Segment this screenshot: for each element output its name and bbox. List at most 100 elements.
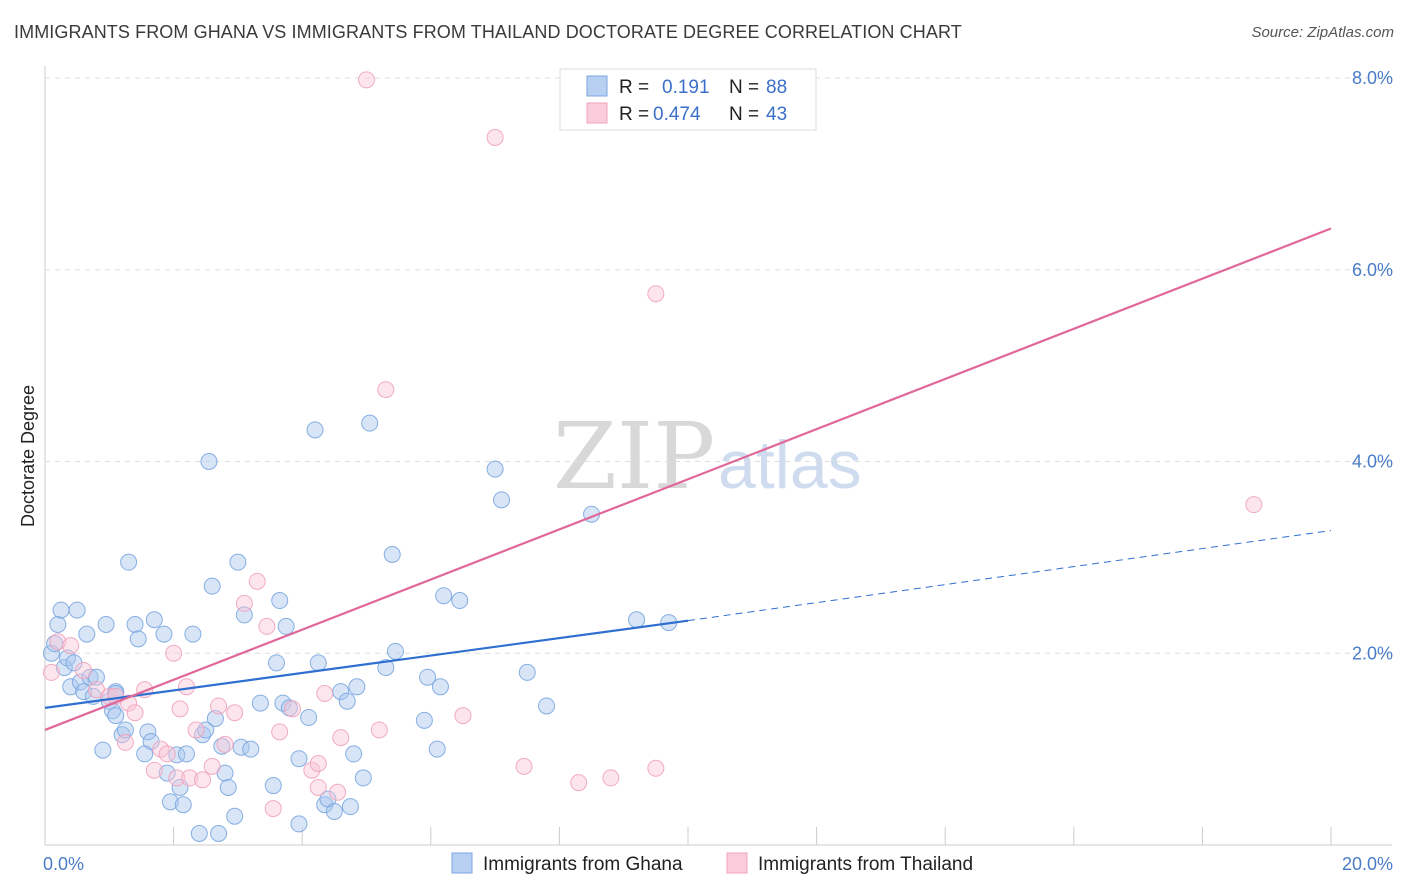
thailand-point-35	[329, 783, 347, 801]
thailand-point-32	[309, 778, 327, 796]
thailand-point-39	[370, 721, 388, 739]
ghana-point-74	[354, 769, 372, 787]
ghana-point-49	[226, 807, 244, 825]
watermark-zip: ZIP	[553, 403, 715, 510]
ghana-point-36	[174, 796, 192, 814]
ghana-point-16	[97, 615, 115, 633]
bottom-legend-swatch-ghana	[451, 852, 473, 874]
bottom-legend: Immigrants from Ghana Immigrants from Th…	[451, 852, 973, 875]
thailand-point-36	[332, 729, 350, 747]
ghana-point-24	[120, 553, 138, 571]
grid-lines	[45, 77, 1392, 654]
ghana-point-75	[361, 414, 379, 432]
ghana-point-72	[345, 745, 363, 763]
ghana-point-63	[300, 708, 318, 726]
tick-labels: 2.0% 4.0% 6.0% 8.0% 0.0% 20.0%	[43, 68, 1393, 874]
thailand-point-21	[203, 757, 221, 775]
legend-n-label-thailand: N =	[729, 104, 759, 125]
thailand-point-9	[126, 704, 144, 722]
ghana-point-21	[116, 721, 134, 739]
thailand-point-40	[454, 707, 472, 725]
ghana-trend-line	[44, 619, 689, 709]
thailand-point-17	[177, 678, 195, 696]
ghana-point-43	[203, 577, 221, 595]
thailand-point-3	[75, 662, 93, 680]
ghana-point-56	[267, 654, 285, 672]
ghana-point-3	[52, 601, 70, 619]
y-tick-label-1: 4.0%	[1352, 452, 1393, 472]
y-tick-label-2: 6.0%	[1352, 260, 1393, 280]
thailand-point-13	[158, 745, 176, 763]
thailand-point-41	[486, 128, 504, 146]
ghana-point-86	[493, 491, 511, 509]
ghana-point-8	[68, 601, 86, 619]
legend-n-value-thailand: 43	[766, 104, 787, 125]
ghana-trend-line-extension	[687, 530, 1332, 622]
x-tick-label-0: 0.0%	[43, 854, 84, 874]
legend-swatch-ghana	[586, 75, 608, 97]
axes	[44, 66, 1392, 846]
chart-title: IMMIGRANTS FROM GHANA VS IMMIGRANTS FROM…	[14, 22, 962, 42]
ghana-point-90	[628, 611, 646, 629]
thailand-point-43	[570, 774, 588, 792]
ghana-point-79	[415, 711, 433, 729]
ghana-point-45	[210, 824, 228, 842]
bottom-legend-thailand: Immigrants from Thailand	[758, 854, 973, 875]
legend-r-value-ghana: 0.191	[662, 77, 710, 98]
legend-r-label-thailand: R =	[619, 104, 649, 125]
ghana-point-88	[538, 697, 556, 715]
ghana-point-59	[277, 617, 295, 635]
ghana-point-32	[158, 764, 176, 782]
ghana-point-64	[306, 421, 324, 439]
ghana-point-25	[126, 615, 144, 633]
ghana-point-81	[428, 740, 446, 758]
thailand-point-38	[358, 71, 375, 89]
y-tick-label-3: 8.0%	[1352, 68, 1393, 88]
legend-n-label-ghana: N =	[729, 77, 759, 98]
ghana-point-46	[213, 737, 231, 755]
thailand-point-1	[49, 633, 67, 651]
thailand-point-15	[168, 769, 186, 787]
ghana-point-27	[139, 723, 157, 741]
bottom-legend-ghana: Immigrants from Ghana	[483, 854, 683, 875]
ghana-point-39	[190, 824, 208, 842]
source-label: Source: ZipAtlas.com	[1251, 24, 1394, 41]
ghana-point-48	[219, 778, 237, 796]
thailand-point-16	[171, 700, 189, 718]
thailand-point-23	[216, 735, 234, 753]
ghana-point-6	[62, 678, 80, 696]
thailand-point-29	[271, 723, 289, 741]
ghana-point-61	[290, 750, 308, 768]
thailand-point-31	[303, 761, 321, 779]
thailand-point-7	[116, 733, 134, 751]
thailand-point-22	[210, 697, 228, 715]
ghana-point-66	[316, 796, 334, 814]
ghana-point-77	[383, 545, 401, 563]
thailand-point-37	[377, 381, 395, 399]
ghana-point-84	[451, 592, 469, 610]
thailand-point-19	[187, 721, 205, 739]
ghana-point-26	[129, 630, 147, 648]
ghana-point-54	[251, 694, 269, 712]
ghana-point-57	[271, 592, 289, 610]
ghana-point-83	[435, 587, 453, 605]
ghana-point-78	[386, 642, 404, 660]
ghana-point-82	[431, 678, 449, 696]
y-axis-title: Doctorate Degree	[18, 385, 38, 527]
thailand-point-26	[248, 572, 266, 590]
ghana-point-4	[55, 659, 73, 677]
ghana-point-55	[264, 777, 282, 795]
ghana-point-23	[107, 707, 125, 725]
thailand-point-30	[284, 700, 302, 718]
ghana-point-73	[348, 678, 366, 696]
ghana-point-71	[341, 798, 359, 816]
thailand-point-33	[309, 755, 327, 773]
ghana-point-62	[290, 815, 308, 833]
ghana-point-42	[200, 453, 218, 470]
y-tick-label-0: 2.0%	[1352, 643, 1393, 663]
ghana-point-70	[338, 692, 356, 710]
thailand-point-28	[264, 800, 282, 818]
ghana-point-50	[229, 553, 247, 571]
ghana-point-11	[78, 625, 96, 643]
thailand-point-24	[226, 704, 244, 722]
